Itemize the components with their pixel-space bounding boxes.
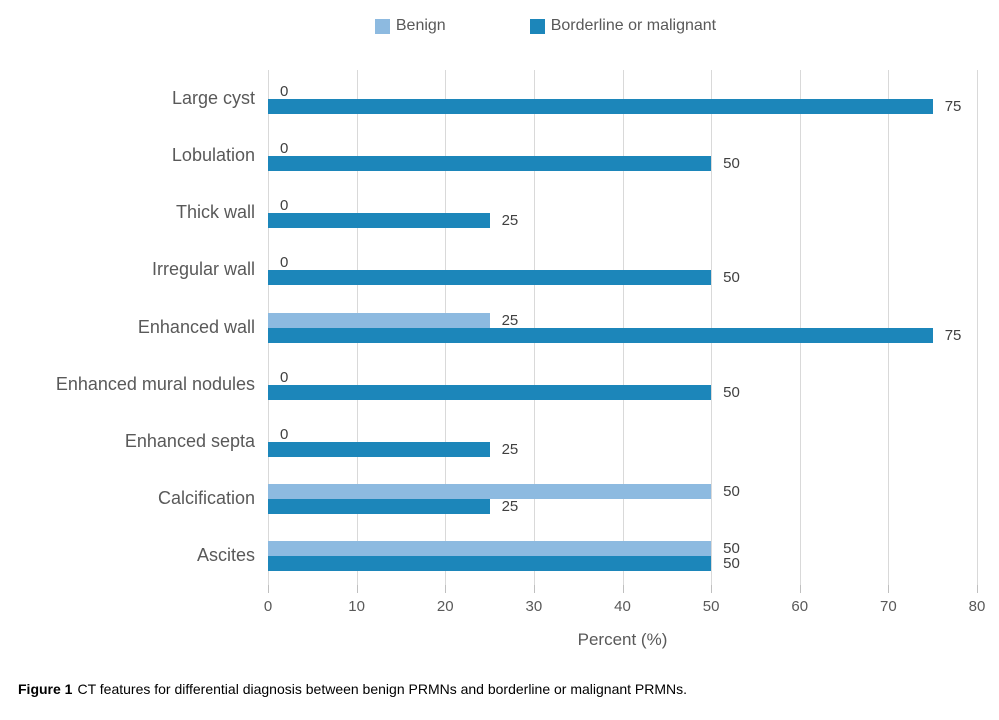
- bar-benign-ascites: [268, 541, 712, 557]
- axis-tick-70: [888, 585, 890, 593]
- value-label-borderline-or-malignant-enhanced-mural-nodules: 50: [723, 383, 740, 401]
- legend-swatch-borderline-or-malignant: [529, 18, 545, 34]
- axis-tick-30: [533, 585, 535, 593]
- axis-tick-label-10: 10: [348, 598, 365, 615]
- value-label-borderline-or-malignant-ascites: 50: [723, 555, 740, 573]
- bar-borderline-or-malignant-thick-wall: [268, 213, 490, 229]
- category-label-ascites: Ascites: [196, 545, 255, 566]
- axis-tick-label-40: 40: [614, 598, 631, 615]
- value-label-benign-enhanced-septa: 0: [280, 425, 289, 443]
- bar-borderline-or-malignant-ascites: [268, 556, 712, 572]
- bar-borderline-or-malignant-lobulation: [268, 155, 712, 171]
- value-label-borderline-or-malignant-lobulation: 50: [723, 154, 740, 172]
- bar-borderline-or-malignant-irregular-wall: [268, 270, 712, 286]
- category-label-thick-wall: Thick wall: [175, 202, 255, 223]
- category-label-enhanced-mural-nodules: Enhanced mural nodules: [55, 373, 255, 394]
- value-label-benign-large-cyst: 0: [280, 82, 289, 100]
- value-label-borderline-or-malignant-enhanced-septa: 25: [501, 440, 519, 458]
- value-label-borderline-or-malignant-calcification: 25: [501, 498, 519, 516]
- gridline-80: [977, 70, 978, 585]
- plot-area: 0 75 0 50 0 25 0 50 25 75 0 50 0 25 50 25 50 50: [268, 70, 978, 585]
- axis-tick-50: [711, 585, 713, 593]
- x-axis-title: Percent (%): [577, 630, 668, 649]
- category-label-irregular-wall: Irregular wall: [151, 259, 255, 280]
- value-label-borderline-or-malignant-irregular-wall: 50: [723, 269, 740, 287]
- axis-tick-label-60: 60: [791, 598, 809, 615]
- legend-label-benign: Benign: [395, 17, 446, 34]
- chart-legend: Benign Borderline or malignant: [46, 17, 999, 35]
- bar-borderline-or-malignant-enhanced-wall: [268, 327, 933, 343]
- axis-tick-10: [356, 585, 358, 593]
- axis-tick-label-30: 30: [525, 598, 543, 615]
- category-label-lobulation: Lobulation: [171, 144, 255, 165]
- category-label-enhanced-wall: Enhanced wall: [137, 316, 255, 337]
- bar-benign-enhanced-wall: [268, 312, 490, 328]
- category-label-large-cyst: Large cyst: [171, 87, 255, 108]
- value-label-benign-ascites: 50: [723, 540, 740, 558]
- caption-label: Figure 1: [18, 681, 73, 697]
- axis-tick-20: [445, 585, 447, 593]
- bar-borderline-or-malignant-enhanced-mural-nodules: [268, 384, 712, 400]
- axis-tick-label-80: 80: [968, 598, 986, 615]
- axis-tick-label-70: 70: [880, 598, 897, 615]
- caption-text: CT features for differential diagnosis b…: [77, 681, 688, 697]
- axis-tick-label-0: 0: [263, 598, 273, 615]
- value-label-borderline-or-malignant-large-cyst: 75: [944, 97, 962, 115]
- figure-caption: Figure 1 CT features for differential dia…: [18, 681, 687, 697]
- axis-tick-0: [268, 585, 269, 593]
- category-label-enhanced-septa: Enhanced septa: [124, 430, 255, 451]
- axis-tick-label-20: 20: [436, 598, 454, 615]
- legend-item-benign: Benign: [374, 17, 446, 35]
- legend-item-borderline-or-malignant: Borderline or malignant: [529, 17, 717, 35]
- bar-borderline-or-malignant-enhanced-septa: [268, 441, 490, 457]
- bar-borderline-or-malignant-large-cyst: [268, 98, 933, 114]
- value-label-benign-lobulation: 0: [280, 139, 289, 157]
- axis-tick-label-50: 50: [702, 598, 720, 615]
- bar-benign-calcification: [268, 484, 712, 500]
- value-label-borderline-or-malignant-enhanced-wall: 75: [944, 326, 962, 344]
- value-label-benign-thick-wall: 0: [280, 197, 289, 215]
- axis-tick-40: [622, 585, 624, 593]
- axis-tick-60: [799, 585, 801, 593]
- category-label-calcification: Calcification: [157, 488, 255, 509]
- bar-borderline-or-malignant-calcification: [268, 499, 490, 515]
- value-label-benign-calcification: 50: [723, 483, 740, 501]
- axis-tick-80: [977, 585, 978, 593]
- value-label-benign-enhanced-wall: 25: [501, 311, 519, 329]
- legend-swatch-benign: [374, 18, 390, 34]
- legend-label-borderline-or-malignant: Borderline or malignant: [550, 17, 717, 34]
- value-label-benign-irregular-wall: 0: [280, 254, 289, 272]
- value-label-benign-enhanced-mural-nodules: 0: [280, 368, 289, 386]
- value-label-borderline-or-malignant-thick-wall: 25: [501, 212, 519, 230]
